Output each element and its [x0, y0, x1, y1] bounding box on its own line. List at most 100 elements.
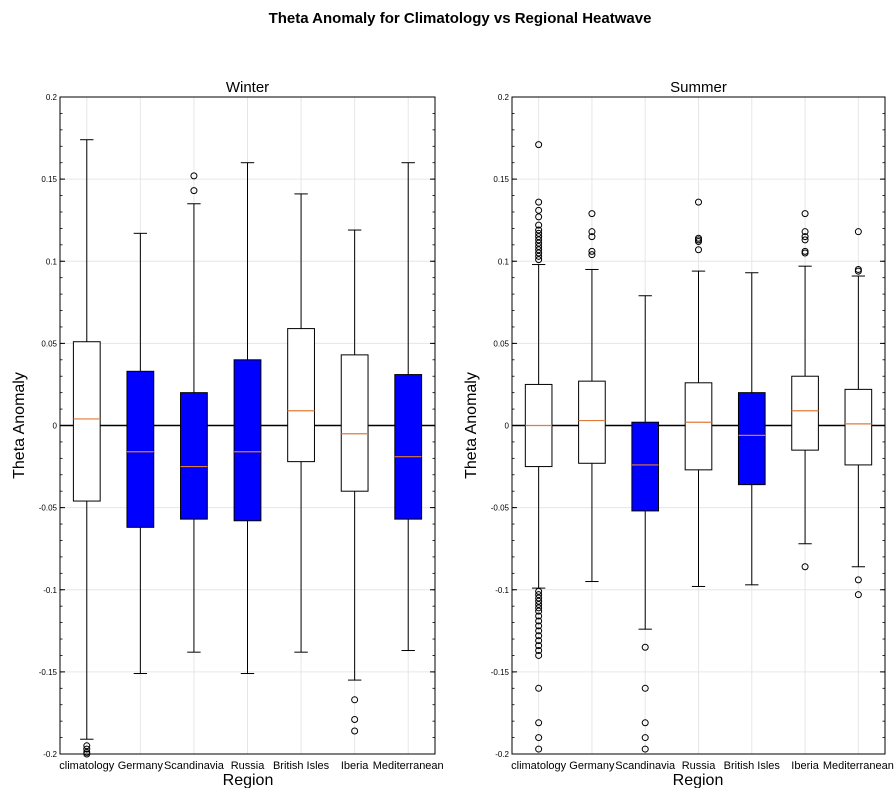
box-russia: [684, 198, 713, 587]
outlier-point: [535, 632, 543, 640]
outlier-point: [351, 716, 359, 724]
panel-title: Summer: [670, 79, 727, 96]
y-tick-label: -0.1: [43, 586, 57, 595]
box-iqr: [287, 328, 315, 463]
outlier-point: [535, 249, 543, 257]
box-iqr: [791, 375, 819, 451]
outlier-point: [535, 229, 543, 237]
x-tick-label: climatology: [511, 760, 567, 772]
outlier-point: [641, 745, 649, 753]
outlier-point: [535, 612, 543, 620]
outlier-point: [190, 187, 198, 195]
outlier-point: [695, 238, 702, 246]
outlier-point: [588, 251, 596, 259]
outlier-point: [535, 734, 543, 742]
box-british-isles: [287, 193, 315, 653]
outlier-point: [535, 242, 543, 250]
outlier-point: [801, 236, 809, 244]
outlier-point: [588, 210, 596, 218]
y-tick-label: 0.2: [498, 93, 510, 102]
outlier-point: [535, 256, 543, 264]
outlier-point: [854, 576, 862, 584]
outlier-point: [588, 228, 596, 236]
y-tick-label: -0.05: [491, 504, 510, 513]
box-scandinavia: [180, 172, 208, 653]
figure-suptitle: Theta Anomaly for Climatology vs Regiona…: [269, 10, 652, 27]
y-tick-label: -0.05: [39, 504, 58, 513]
box-mediterranean: [394, 162, 423, 652]
outlier-point: [641, 684, 649, 692]
outlier-point: [695, 198, 702, 206]
box-iqr: [578, 380, 606, 464]
y-tick-label: 0.2: [46, 93, 58, 102]
box-climatology: [524, 141, 553, 753]
box-iqr: [684, 382, 713, 471]
box-iqr: [233, 359, 262, 522]
outlier-point: [535, 213, 543, 221]
panel-0: climatology Germany Scandinavia Russia Briti…: [11, 79, 444, 788]
outlier-point: [801, 210, 809, 218]
outlier-point: [801, 233, 809, 241]
outlier-point: [83, 742, 91, 750]
outlier-point: [535, 642, 543, 650]
box-iqr: [844, 388, 873, 466]
outlier-point: [83, 745, 91, 753]
outlier-point: [801, 249, 809, 257]
outlier-point: [535, 604, 543, 612]
y-tick-label: 0.05: [493, 339, 509, 348]
outlier-point: [535, 627, 543, 635]
outlier-point: [641, 719, 649, 727]
outlier-point: [535, 252, 543, 260]
y-tick-label: 0.15: [41, 175, 57, 184]
y-tick-label: 0.1: [498, 257, 510, 266]
outlier-point: [641, 734, 649, 742]
outlier-point: [535, 198, 543, 206]
y-tick-label: 0.1: [46, 257, 58, 266]
x-tick-label: Germany: [569, 760, 615, 772]
outlier-point: [535, 206, 543, 214]
x-tick-label: Russia: [682, 760, 717, 772]
y-tick-label: -0.2: [495, 750, 509, 759]
y-tick-label: -0.2: [43, 750, 57, 759]
box-iqr: [394, 374, 423, 520]
outlier-point: [351, 727, 359, 735]
x-axis-label: Region: [673, 772, 724, 788]
x-tick-label: climatology: [59, 760, 115, 772]
box-iqr: [737, 392, 766, 486]
outlier-point: [535, 236, 543, 244]
outlier-point: [535, 226, 543, 234]
box-iqr: [126, 370, 155, 528]
box-germany: [578, 210, 606, 583]
outlier-point: [535, 684, 543, 692]
outlier-point: [854, 591, 862, 599]
x-tick-label: Iberia: [791, 760, 819, 772]
box-iberia: [340, 229, 369, 735]
box-russia: [233, 162, 262, 675]
outlier-point: [695, 246, 702, 254]
outlier-point: [535, 141, 543, 149]
outlier-point: [588, 233, 596, 241]
panel-title: Winter: [226, 79, 269, 96]
box-germany: [126, 232, 155, 675]
outlier-point: [535, 647, 543, 655]
outlier-point: [641, 643, 649, 651]
outlier-point: [535, 221, 543, 229]
box-mediterranean: [844, 228, 873, 599]
outlier-point: [535, 601, 543, 609]
panel-1: climatology Germany Scandinavia Russia Briti…: [463, 79, 894, 788]
box-iqr: [72, 341, 101, 502]
outlier-point: [801, 228, 809, 236]
x-tick-label: Mediterranean: [823, 760, 894, 772]
outlier-point: [535, 587, 543, 595]
box-iqr: [340, 354, 369, 492]
y-tick-label: 0: [53, 422, 58, 431]
x-tick-label: Germany: [118, 760, 164, 772]
box-climatology: [72, 139, 101, 758]
outlier-point: [535, 594, 543, 602]
box-iqr: [631, 421, 660, 512]
y-tick-label: -0.15: [39, 668, 58, 677]
outlier-point: [535, 233, 543, 241]
box-iberia: [791, 210, 819, 571]
